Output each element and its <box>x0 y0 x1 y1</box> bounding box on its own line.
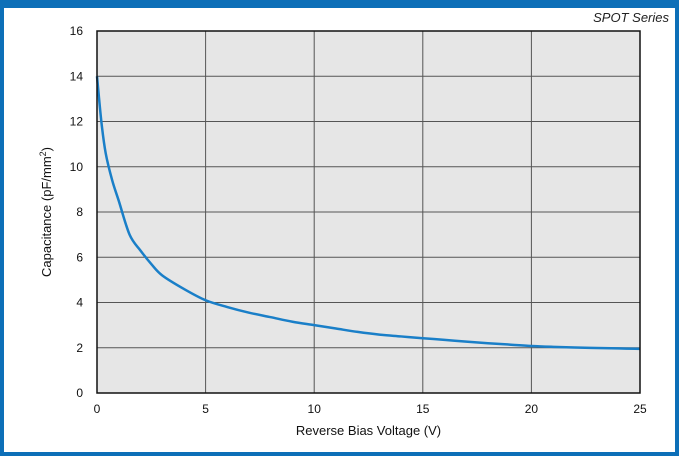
y-axis-label-sup: 2 <box>38 151 48 156</box>
y-axis-label-end: ) <box>39 147 54 151</box>
y-tick-label-8: 16 <box>70 24 84 38</box>
plot-border <box>96 30 641 394</box>
y-tick-label-3: 6 <box>76 250 83 264</box>
x-tick-label-3: 15 <box>416 402 430 416</box>
y-tick-label-6: 12 <box>70 115 84 129</box>
y-axis-label: Capacitance (pF/mm2) <box>38 147 54 277</box>
y-tick-label-1: 2 <box>76 341 83 355</box>
top-bar <box>0 0 679 8</box>
y-axis-label-base: Capacitance (pF/mm <box>39 156 54 277</box>
y-tick-label-7: 14 <box>70 69 84 83</box>
y-tick-label-2: 4 <box>76 296 83 310</box>
x-tick-label-1: 5 <box>202 402 209 416</box>
y-tick-label-4: 8 <box>76 205 83 219</box>
x-tick-label-0: 0 <box>94 402 101 416</box>
x-tick-labels: 0 5 10 15 20 25 <box>94 402 647 416</box>
x-tick-label-2: 10 <box>308 402 322 416</box>
x-tick-label-5: 25 <box>633 402 647 416</box>
x-tick-label-4: 20 <box>525 402 539 416</box>
series-label: SPOT Series <box>593 10 669 25</box>
capacitance-curve <box>95 76 641 351</box>
y-tick-label-0: 0 <box>76 386 83 400</box>
x-axis-label: Reverse Bias Voltage (V) <box>296 423 441 438</box>
y-tick-label-5: 10 <box>70 160 84 174</box>
y-tick-labels: 0 2 4 6 8 10 12 14 16 <box>70 24 84 400</box>
